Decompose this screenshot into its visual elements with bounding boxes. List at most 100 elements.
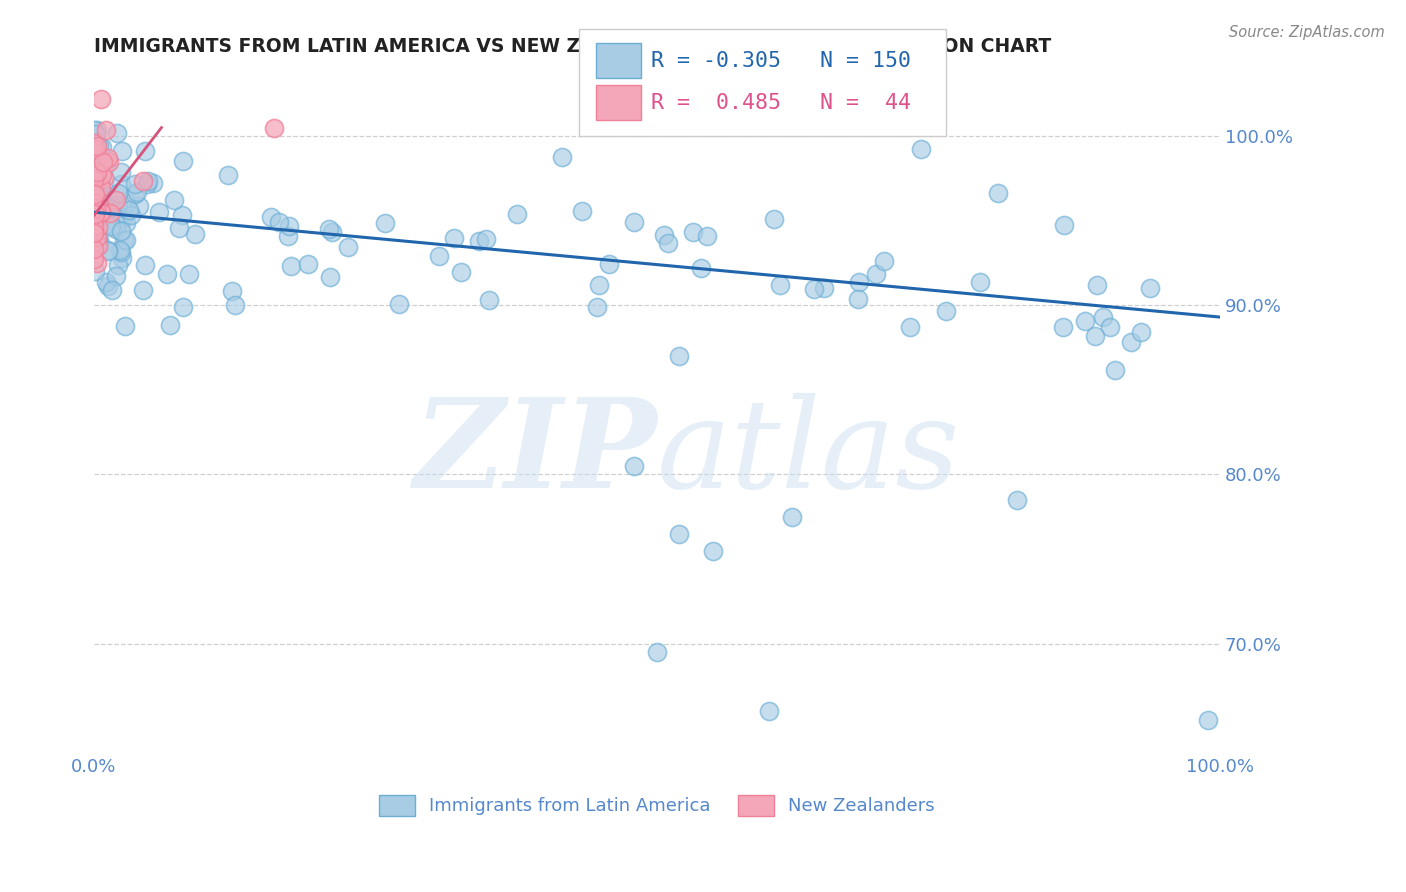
Point — [474, 232, 496, 246]
Point — [96, 189, 118, 203]
Point — [86, 230, 108, 244]
Point — [94, 275, 117, 289]
Point — [221, 285, 243, 299]
Point — [87, 187, 110, 202]
Point — [172, 208, 194, 222]
Point — [1052, 319, 1074, 334]
Point — [83, 175, 105, 189]
Point — [910, 142, 932, 156]
Point — [90, 204, 112, 219]
Point — [969, 275, 991, 289]
Point — [1053, 219, 1076, 233]
Point — [124, 177, 146, 191]
Point — [104, 221, 127, 235]
Point — [86, 147, 108, 161]
Point — [93, 171, 115, 186]
Point — [87, 220, 110, 235]
Point — [83, 263, 105, 277]
Point — [84, 201, 107, 215]
Point — [111, 251, 134, 265]
Point — [97, 243, 120, 257]
Point — [107, 198, 129, 212]
Point — [134, 258, 156, 272]
Point — [623, 458, 645, 473]
Point — [86, 198, 108, 212]
Point — [83, 143, 105, 157]
Point — [132, 283, 155, 297]
Point — [89, 197, 111, 211]
Point — [83, 160, 105, 174]
Point — [115, 216, 138, 230]
Point — [260, 210, 283, 224]
Point — [1091, 310, 1114, 324]
Point — [111, 211, 134, 226]
Point — [87, 167, 110, 181]
Point — [668, 526, 690, 541]
Point — [86, 172, 108, 186]
Point — [1085, 278, 1108, 293]
Point — [97, 151, 120, 165]
Text: R = -0.305   N = 150: R = -0.305 N = 150 — [651, 51, 911, 70]
Point — [90, 207, 112, 221]
Point — [84, 167, 107, 181]
Point — [163, 193, 186, 207]
Point — [1074, 314, 1097, 328]
Point — [83, 187, 105, 202]
Point — [83, 142, 105, 156]
Point — [277, 229, 299, 244]
Point — [1121, 334, 1143, 349]
Point — [83, 173, 105, 187]
Point — [218, 168, 240, 182]
Point — [83, 136, 105, 150]
Point — [97, 244, 120, 259]
Point — [83, 190, 105, 204]
Point — [780, 509, 803, 524]
Point — [1005, 492, 1028, 507]
Point — [813, 281, 835, 295]
Point — [104, 194, 127, 208]
Point — [131, 174, 153, 188]
Point — [478, 293, 501, 307]
Point — [86, 256, 108, 270]
Point — [87, 208, 110, 222]
Text: R =  0.485   N =  44: R = 0.485 N = 44 — [651, 93, 911, 112]
Point — [83, 168, 105, 182]
Point — [84, 169, 107, 184]
Point — [86, 201, 108, 215]
Point — [124, 186, 146, 201]
Point — [83, 201, 105, 215]
Point — [136, 177, 159, 191]
Point — [1084, 328, 1107, 343]
Point — [1129, 325, 1152, 339]
Point — [702, 543, 724, 558]
Point — [865, 268, 887, 282]
Point — [224, 297, 246, 311]
Point — [935, 303, 957, 318]
Point — [107, 186, 129, 201]
Point — [848, 275, 870, 289]
Point — [506, 206, 529, 220]
Point — [89, 194, 111, 209]
Point — [83, 168, 105, 182]
Point — [668, 349, 690, 363]
Point — [588, 277, 610, 292]
Point — [94, 187, 117, 202]
Point — [319, 269, 342, 284]
Point — [682, 225, 704, 239]
Legend: Immigrants from Latin America, New Zealanders: Immigrants from Latin America, New Zeala… — [371, 788, 942, 823]
Point — [107, 258, 129, 272]
Point — [280, 259, 302, 273]
Point — [111, 144, 134, 158]
Point — [83, 152, 105, 166]
Point — [134, 144, 156, 158]
Point — [90, 205, 112, 219]
Point — [86, 135, 108, 149]
Point — [86, 123, 108, 137]
Point — [297, 257, 319, 271]
Text: atlas: atlas — [657, 392, 960, 515]
Point — [1104, 362, 1126, 376]
Point — [87, 232, 110, 246]
Point — [337, 240, 360, 254]
Point — [468, 235, 491, 249]
Point — [108, 243, 131, 257]
